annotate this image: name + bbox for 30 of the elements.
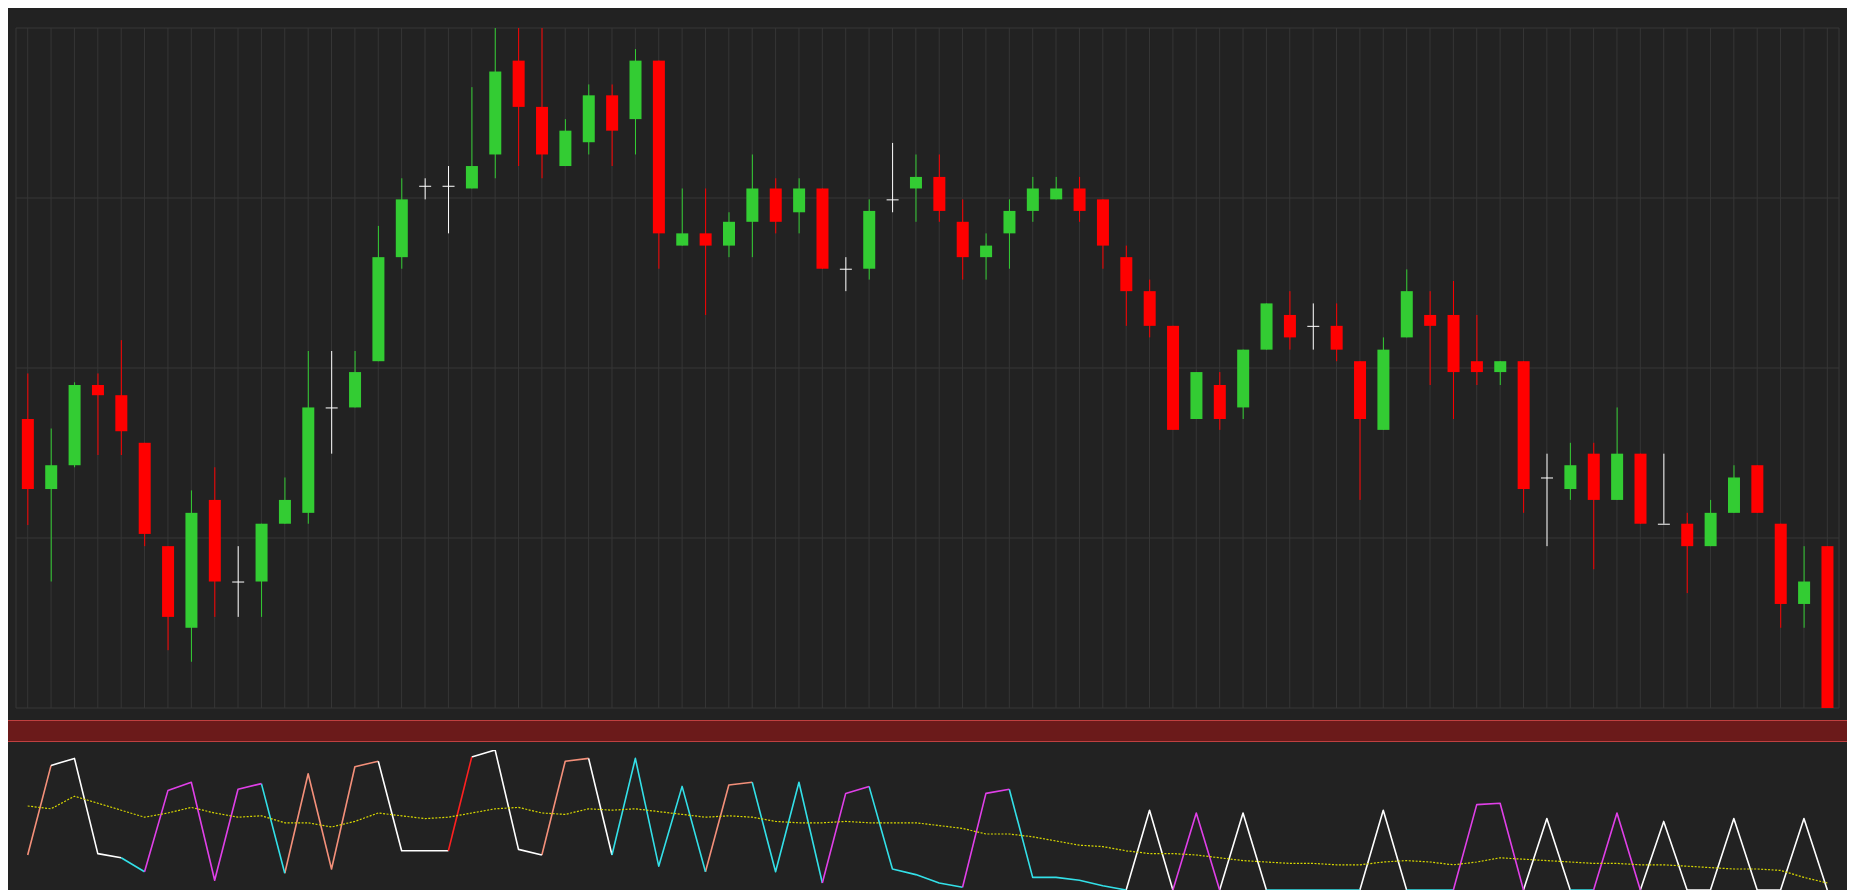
candlestick [1073, 176, 1086, 223]
candlestick [676, 187, 689, 247]
candlestick [1541, 453, 1554, 547]
candlestick [232, 545, 245, 618]
candlestick [699, 187, 712, 316]
candlestick [1424, 290, 1437, 386]
candlestick [45, 428, 58, 583]
candlestick [419, 177, 432, 200]
candlestick [1283, 290, 1296, 351]
candlestick [1494, 360, 1507, 386]
candlestick [909, 153, 922, 223]
candlestick [1003, 198, 1016, 270]
candlestick [1330, 302, 1343, 362]
candlestick [839, 256, 852, 292]
candlestick [325, 350, 338, 455]
candlestick [1681, 512, 1694, 594]
candlestick [980, 232, 993, 281]
candlestick [278, 476, 291, 525]
candlestick [442, 165, 455, 234]
candlestick [1798, 545, 1811, 629]
candlestick [465, 86, 478, 189]
candlestick [91, 372, 104, 456]
candlestick [1470, 314, 1483, 386]
candlestick [1307, 302, 1320, 351]
candlestick [886, 142, 899, 213]
candlestick [1564, 442, 1577, 501]
candlestick [793, 177, 806, 234]
candlestick [1657, 453, 1670, 525]
candlestick [1026, 176, 1039, 223]
candlestick [723, 211, 735, 258]
